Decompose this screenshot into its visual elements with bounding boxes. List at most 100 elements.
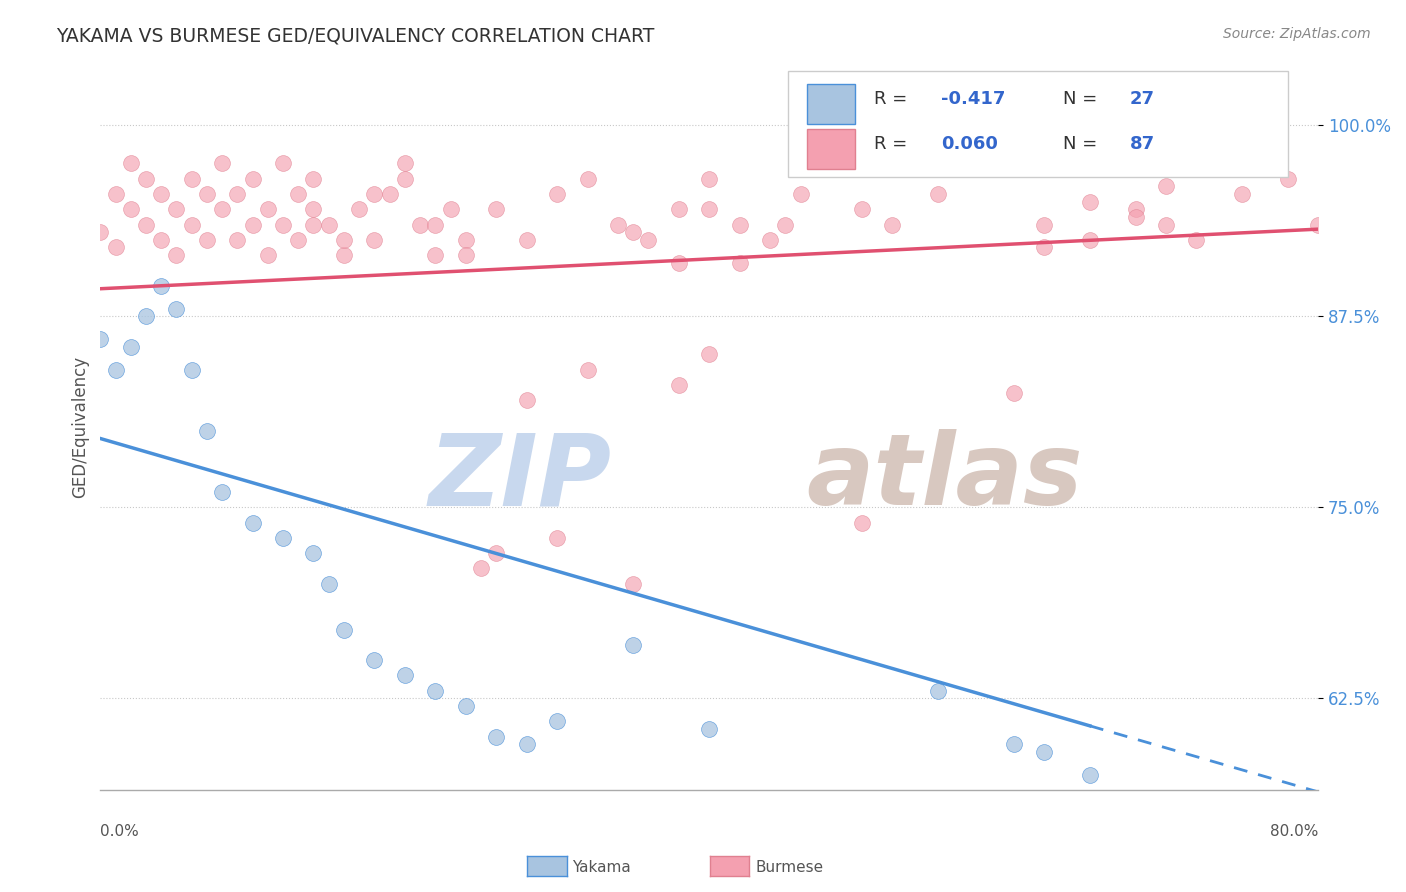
Point: [89, 225, 111, 239]
Point: [851, 202, 873, 217]
Point: [621, 225, 644, 239]
Point: [135, 310, 157, 324]
Point: [150, 278, 173, 293]
Point: [104, 186, 127, 201]
Point: [1154, 218, 1177, 232]
Point: [697, 722, 720, 736]
Point: [728, 256, 751, 270]
Text: ZIP: ZIP: [429, 429, 612, 526]
Point: [166, 301, 188, 316]
Point: [271, 218, 294, 232]
Point: [775, 218, 797, 232]
Point: [378, 186, 401, 201]
Text: 80.0%: 80.0%: [1270, 823, 1319, 838]
Text: Source: ZipAtlas.com: Source: ZipAtlas.com: [1223, 27, 1371, 41]
Point: [120, 202, 142, 217]
Point: [668, 202, 690, 217]
Point: [166, 202, 188, 217]
Point: [927, 683, 949, 698]
Point: [409, 218, 432, 232]
FancyBboxPatch shape: [807, 84, 855, 124]
Point: [195, 233, 218, 247]
Point: [89, 332, 111, 346]
Point: [226, 186, 249, 201]
Point: [697, 347, 720, 361]
Point: [546, 714, 568, 729]
Point: [637, 233, 659, 247]
Point: [1308, 218, 1330, 232]
Point: [318, 576, 340, 591]
Point: [697, 171, 720, 186]
Point: [454, 233, 477, 247]
Point: [880, 218, 903, 232]
Point: [927, 186, 949, 201]
Point: [180, 171, 202, 186]
Point: [425, 683, 447, 698]
Point: [1230, 186, 1253, 201]
Point: [576, 171, 599, 186]
Point: [1078, 194, 1101, 209]
Point: [668, 256, 690, 270]
Point: [242, 218, 264, 232]
Point: [425, 248, 447, 262]
Point: [1033, 745, 1056, 759]
Point: [180, 363, 202, 377]
Point: [135, 218, 157, 232]
Point: [470, 561, 492, 575]
Point: [302, 171, 325, 186]
Point: [211, 202, 233, 217]
Point: [287, 186, 309, 201]
Point: [302, 546, 325, 560]
Point: [333, 233, 356, 247]
Point: [333, 248, 356, 262]
Text: N =: N =: [1063, 136, 1102, 153]
Point: [546, 186, 568, 201]
Point: [195, 424, 218, 438]
Point: [394, 668, 416, 682]
Text: R =: R =: [873, 90, 912, 108]
Point: [271, 156, 294, 170]
Y-axis label: GED/Equivalency: GED/Equivalency: [72, 356, 89, 498]
Point: [120, 340, 142, 354]
Point: [454, 698, 477, 713]
Point: [1002, 385, 1025, 400]
Point: [333, 623, 356, 637]
Point: [485, 730, 508, 744]
Text: YAKAMA VS BURMESE GED/EQUIVALENCY CORRELATION CHART: YAKAMA VS BURMESE GED/EQUIVALENCY CORREL…: [56, 27, 655, 45]
Point: [256, 248, 278, 262]
Point: [851, 516, 873, 530]
Point: [439, 202, 461, 217]
Point: [120, 156, 142, 170]
Text: Burmese: Burmese: [755, 861, 823, 875]
Text: 0.0%: 0.0%: [100, 823, 139, 838]
Point: [516, 737, 538, 751]
Point: [454, 248, 477, 262]
Point: [150, 186, 173, 201]
Point: [759, 233, 782, 247]
Point: [302, 218, 325, 232]
Point: [302, 202, 325, 217]
Point: [104, 363, 127, 377]
Point: [576, 363, 599, 377]
Point: [1033, 218, 1056, 232]
Point: [211, 156, 233, 170]
Point: [150, 233, 173, 247]
Point: [1125, 210, 1147, 224]
Point: [195, 186, 218, 201]
Text: 87: 87: [1129, 136, 1154, 153]
Point: [1002, 737, 1025, 751]
Point: [1154, 179, 1177, 194]
Point: [242, 171, 264, 186]
Point: [363, 653, 385, 667]
Point: [394, 156, 416, 170]
Point: [516, 393, 538, 408]
Point: [1277, 171, 1299, 186]
Point: [485, 202, 508, 217]
Point: [621, 638, 644, 652]
Point: [180, 218, 202, 232]
Point: [256, 202, 278, 217]
Point: [318, 218, 340, 232]
Point: [242, 516, 264, 530]
Point: [394, 171, 416, 186]
Point: [347, 202, 370, 217]
